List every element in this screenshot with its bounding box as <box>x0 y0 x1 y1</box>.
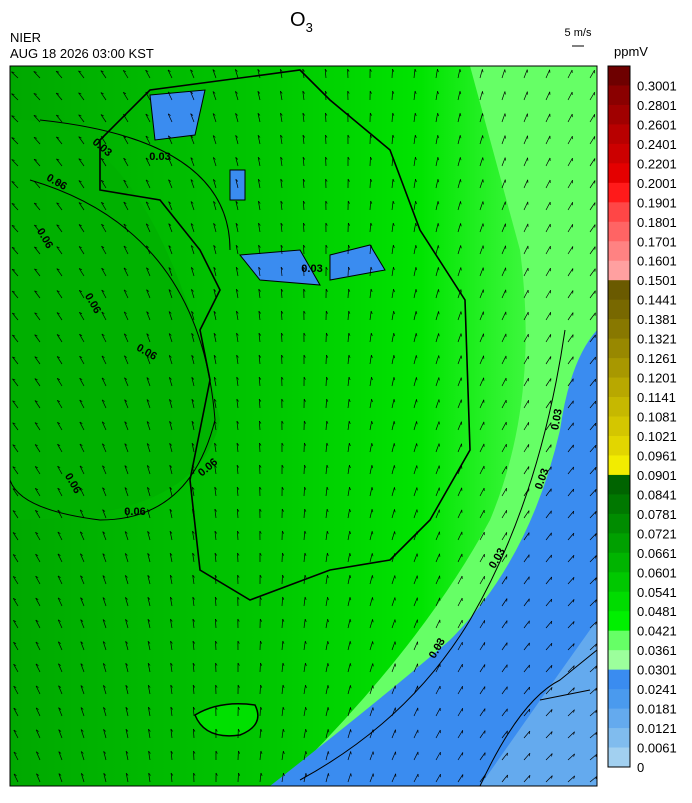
colorbar-label: 0.2801 <box>637 98 677 113</box>
colorbar-label: 0.1501 <box>637 273 677 288</box>
colorbar-segment <box>608 397 630 417</box>
colorbar-label: 0.0421 <box>637 624 677 639</box>
colorbar-segment <box>608 358 630 378</box>
colorbar-segment <box>608 339 630 359</box>
colorbar-label: 0.1801 <box>637 215 677 230</box>
colorbar-segment <box>608 670 630 690</box>
colorbar-label: 0.0181 <box>637 702 677 717</box>
colorbar-segment <box>608 261 630 281</box>
colorbar-label: 0.1321 <box>637 332 677 347</box>
colorbar-label: 0.1081 <box>637 410 677 425</box>
vector-scale: 5 m/s <box>565 27 592 39</box>
colorbar-segment <box>608 592 630 612</box>
colorbar-label: 0.0481 <box>637 604 677 619</box>
wind-arrow-head <box>373 707 374 710</box>
colorbar-label: 0.1441 <box>637 293 677 308</box>
colorbar-label: 0.0721 <box>637 526 677 541</box>
colorbar-label: 0.0841 <box>637 487 677 502</box>
colorbar-label: 0.0601 <box>637 565 677 580</box>
colorbar-segment <box>608 572 630 592</box>
colorbar-segment <box>608 300 630 320</box>
colorbar-segment <box>608 66 630 86</box>
colorbar-label: 0.0241 <box>637 682 677 697</box>
colorbar-label: 0.0901 <box>637 468 677 483</box>
colorbar-segment <box>608 124 630 144</box>
colorbar-segment <box>608 436 630 456</box>
colorbar-segment <box>608 553 630 573</box>
agency: NIER <box>10 30 41 45</box>
colorbar-label: 0.2201 <box>637 156 677 171</box>
colorbar-segment <box>608 631 630 651</box>
colorbar-segment <box>608 85 630 105</box>
colorbar-segment <box>608 378 630 398</box>
colorbar-label: 0.0301 <box>637 663 677 678</box>
colorbar-segment <box>608 222 630 242</box>
colorbar-label: 0.2401 <box>637 137 677 152</box>
colorbar-label: 0.0061 <box>637 741 677 756</box>
colorbar-segment <box>608 728 630 748</box>
wind-arrow-head <box>595 357 596 360</box>
colorbar-segment <box>608 202 630 222</box>
colorbar-segment <box>608 494 630 514</box>
colorbar-label: 0.1701 <box>637 234 677 249</box>
colorbar-segment <box>608 163 630 183</box>
colorbar-label: 0 <box>637 760 644 775</box>
colorbar-label: 0.2601 <box>637 117 677 132</box>
colorbar-segment <box>608 475 630 495</box>
unit: ppmV <box>614 44 648 59</box>
colorbar-segment <box>608 241 630 261</box>
colorbar-segment <box>608 183 630 203</box>
colorbar-segment <box>608 105 630 125</box>
colorbar-label: 0.3001 <box>637 78 677 93</box>
colorbar-label: 0.0121 <box>637 721 677 736</box>
colorbar-segment <box>608 709 630 729</box>
colorbar-label: 0.0961 <box>637 448 677 463</box>
colorbar-label: 0.2001 <box>637 176 677 191</box>
colorbar-segment <box>608 455 630 475</box>
datetime: AUG 18 2026 03:00 KST <box>10 46 154 61</box>
wind-arrow-head <box>439 399 440 402</box>
title-sub: 3 <box>306 20 313 35</box>
wind-arrow-head <box>483 201 484 204</box>
colorbar-label: 0.1901 <box>637 195 677 210</box>
contour-label: 0.03 <box>301 263 322 275</box>
colorbar: 0.3001 0.2801 0.2601 0.2401 0.2201 0.2001 0.19… <box>608 66 677 775</box>
colorbar-segment <box>608 689 630 709</box>
title-main: O <box>290 9 306 31</box>
colorbar-segment <box>608 748 630 768</box>
colorbar-label: 0.0661 <box>637 546 677 561</box>
contour-label: 0.03 <box>149 151 170 163</box>
colorbar-label: 0.0361 <box>637 643 677 658</box>
colorbar-label: 0.1021 <box>637 429 677 444</box>
colorbar-label: 0.0541 <box>637 585 677 600</box>
title: O3 <box>290 9 313 35</box>
colorbar-label: 0.0781 <box>637 507 677 522</box>
colorbar-label: 0.1201 <box>637 371 677 386</box>
colorbar-label: 0.1261 <box>637 351 677 366</box>
colorbar-segment <box>608 611 630 631</box>
colorbar-label: 0.1601 <box>637 254 677 269</box>
colorbar-label: 0.1141 <box>637 390 676 405</box>
colorbar-segment <box>608 417 630 437</box>
colorbar-segment <box>608 144 630 164</box>
contour-label: 0.06 <box>124 506 145 518</box>
colorbar-segment <box>608 319 630 339</box>
colorbar-segment <box>608 280 630 300</box>
colorbar-label: 0.1381 <box>637 312 677 327</box>
colorbar-segment <box>608 650 630 670</box>
colorbar-segment <box>608 533 630 553</box>
colorbar-segment <box>608 514 630 534</box>
